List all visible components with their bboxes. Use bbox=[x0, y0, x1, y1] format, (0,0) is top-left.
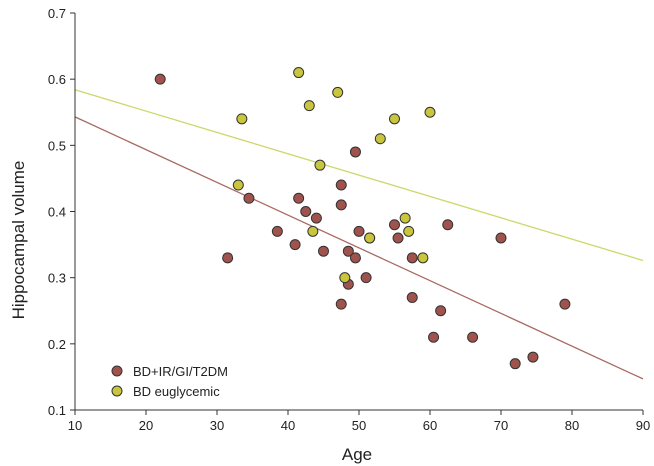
data-point-series-0 bbox=[349, 146, 361, 158]
legend: BD+IR/GI/T2DM BD euglycemic bbox=[111, 364, 228, 399]
y-tick-label: 0.7 bbox=[48, 6, 66, 21]
y-tick-label: 0.3 bbox=[48, 271, 66, 286]
data-point-series-0 bbox=[392, 232, 404, 244]
x-tick-label: 20 bbox=[139, 418, 153, 433]
data-point-series-1 bbox=[364, 232, 376, 244]
data-point-series-0 bbox=[335, 179, 347, 191]
x-tick-label: 40 bbox=[281, 418, 295, 433]
data-point-series-1 bbox=[236, 113, 248, 125]
data-point-series-0 bbox=[467, 331, 479, 343]
x-tick-label: 90 bbox=[636, 418, 650, 433]
trendlines bbox=[74, 89, 644, 380]
data-point-series-0 bbox=[435, 305, 447, 317]
data-point-series-0 bbox=[406, 252, 418, 264]
legend-label-bd-euglycemic: BD euglycemic bbox=[133, 384, 220, 399]
data-point-series-1 bbox=[417, 252, 429, 264]
data-point-series-1 bbox=[314, 159, 326, 171]
data-point-series-0 bbox=[342, 245, 354, 257]
y-tick-label: 0.6 bbox=[48, 72, 66, 87]
data-point-series-0 bbox=[360, 272, 372, 284]
data-point-series-0 bbox=[527, 351, 539, 363]
trendline-series-1 bbox=[74, 89, 644, 262]
legend-marker-bd-ir bbox=[111, 365, 123, 377]
legend-marker-bd-euglycemic bbox=[111, 385, 123, 397]
x-axis-title: Age bbox=[342, 445, 372, 464]
x-tick-label: 30 bbox=[210, 418, 224, 433]
data-point-series-1 bbox=[403, 225, 415, 237]
x-tick-label: 70 bbox=[494, 418, 508, 433]
axes: 10 20 30 40 50 60 70 80 90 0.1 0.2 0.3 0.4 0.5 0.6 0.7 bbox=[48, 6, 650, 433]
y-tick-label: 0.5 bbox=[48, 138, 66, 153]
data-point-series-0 bbox=[495, 232, 507, 244]
data-point-series-0 bbox=[222, 252, 234, 264]
data-point-series-0 bbox=[428, 331, 440, 343]
data-point-series-0 bbox=[406, 292, 418, 304]
data-point-series-1 bbox=[399, 212, 411, 224]
data-point-series-1 bbox=[232, 179, 244, 191]
data-point-series-1 bbox=[389, 113, 400, 125]
data-point-series-0 bbox=[154, 73, 166, 85]
data-point-series-0 bbox=[349, 252, 361, 264]
x-tick-label: 50 bbox=[352, 418, 366, 433]
data-point-series-0 bbox=[442, 219, 454, 231]
data-point-series-0 bbox=[389, 219, 400, 231]
data-point-series-0 bbox=[293, 192, 305, 204]
data-point-series-0 bbox=[559, 298, 571, 310]
trendline-series-0 bbox=[74, 116, 644, 380]
y-axis-title: Hippocampal volume bbox=[9, 161, 28, 320]
data-point-series-0 bbox=[310, 212, 322, 224]
x-tick-label: 60 bbox=[423, 418, 437, 433]
data-point-series-0 bbox=[300, 206, 312, 217]
data-point-series-1 bbox=[339, 272, 351, 284]
data-points bbox=[154, 67, 571, 370]
data-point-series-0 bbox=[318, 245, 329, 257]
data-point-series-0 bbox=[243, 192, 255, 204]
data-point-series-1 bbox=[307, 225, 319, 237]
data-point-series-0 bbox=[335, 199, 347, 211]
data-point-series-0 bbox=[289, 239, 301, 251]
data-point-series-0 bbox=[509, 358, 521, 370]
data-point-series-0 bbox=[335, 298, 347, 310]
data-point-series-0 bbox=[271, 225, 283, 237]
data-point-series-1 bbox=[293, 67, 305, 79]
data-point-series-1 bbox=[374, 133, 386, 145]
x-tick-label: 10 bbox=[68, 418, 82, 433]
legend-label-bd-ir: BD+IR/GI/T2DM bbox=[133, 364, 228, 379]
data-point-series-0 bbox=[353, 225, 365, 237]
y-tick-label: 0.1 bbox=[48, 403, 66, 418]
data-point-series-1 bbox=[332, 86, 344, 98]
data-point-series-1 bbox=[303, 100, 315, 112]
data-point-series-1 bbox=[424, 106, 436, 118]
x-tick-label: 80 bbox=[565, 418, 579, 433]
y-tick-label: 0.2 bbox=[48, 337, 66, 352]
y-tick-label: 0.4 bbox=[48, 205, 66, 220]
